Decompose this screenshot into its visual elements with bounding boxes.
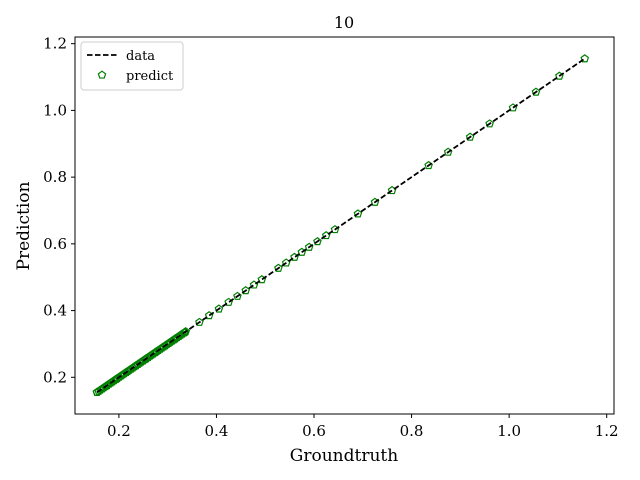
x-tick-label: 1.0	[497, 422, 521, 440]
predict-point	[160, 341, 170, 350]
predict-point	[141, 354, 151, 363]
predict-point	[485, 119, 494, 128]
y-tick-label: 0.2	[43, 368, 67, 386]
data-series-line	[96, 57, 586, 394]
predict-point	[233, 291, 242, 300]
predict-point	[531, 87, 541, 96]
x-axis: 0.2 0.4 0.6 0.8 1.0 1.2	[107, 414, 619, 440]
predict-point	[121, 367, 131, 376]
legend-swatch-predict	[97, 70, 107, 79]
x-tick-label: 0.8	[400, 422, 424, 440]
predict-point	[465, 132, 475, 141]
chart-title: 10	[334, 13, 354, 32]
plot-frame	[74, 36, 615, 415]
predict-point	[241, 286, 251, 295]
predict-point	[274, 263, 283, 272]
y-axis-label: Prediction	[14, 181, 34, 270]
predict-point	[353, 209, 363, 218]
legend-label-predict: predict	[126, 69, 174, 84]
legend-box	[80, 41, 184, 91]
predict-point	[580, 54, 590, 63]
y-tick-label: 1.2	[43, 35, 67, 53]
y-tick-label: 0.6	[43, 235, 67, 253]
y-tick-label: 0.4	[43, 302, 67, 320]
x-tick-label: 1.2	[595, 422, 619, 440]
x-axis-label: Groundtruth	[290, 446, 398, 466]
x-tick-label: 0.4	[205, 422, 229, 440]
predict-point	[214, 304, 224, 313]
y-tick-label: 1.0	[43, 101, 67, 119]
predict-point	[195, 317, 204, 326]
predict-point	[313, 236, 322, 246]
predict-point	[180, 327, 190, 336]
x-tick-label: 0.6	[302, 422, 326, 440]
plot-area	[92, 54, 590, 396]
predict-point	[102, 381, 112, 390]
x-tick-label: 0.2	[107, 422, 131, 440]
legend-label-data: data	[126, 49, 155, 64]
y-axis: 0.2 0.4 0.6 0.8 1.0 1.2	[43, 35, 75, 386]
y-tick-label: 0.8	[43, 168, 67, 186]
legend: data predict	[80, 41, 184, 91]
